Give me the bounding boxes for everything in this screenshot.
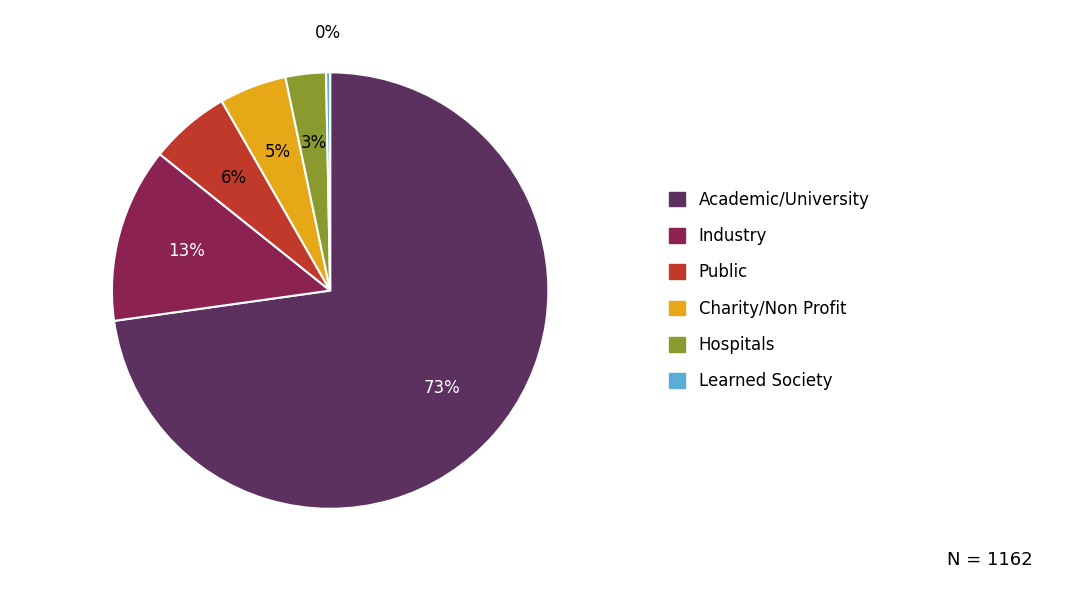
Text: 13%: 13%	[168, 243, 206, 260]
Text: 3%: 3%	[300, 134, 327, 152]
Wedge shape	[112, 154, 330, 321]
Wedge shape	[114, 72, 548, 509]
Wedge shape	[160, 101, 330, 291]
Wedge shape	[285, 72, 330, 291]
Text: N = 1162: N = 1162	[948, 551, 1033, 569]
Text: 0%: 0%	[314, 24, 341, 42]
Wedge shape	[326, 72, 330, 291]
Text: 5%: 5%	[264, 143, 291, 161]
Text: 6%: 6%	[220, 169, 247, 187]
Legend: Academic/University, Industry, Public, Charity/Non Profit, Hospitals, Learned So: Academic/University, Industry, Public, C…	[669, 191, 869, 390]
Text: 73%: 73%	[424, 379, 460, 397]
Wedge shape	[222, 77, 330, 291]
